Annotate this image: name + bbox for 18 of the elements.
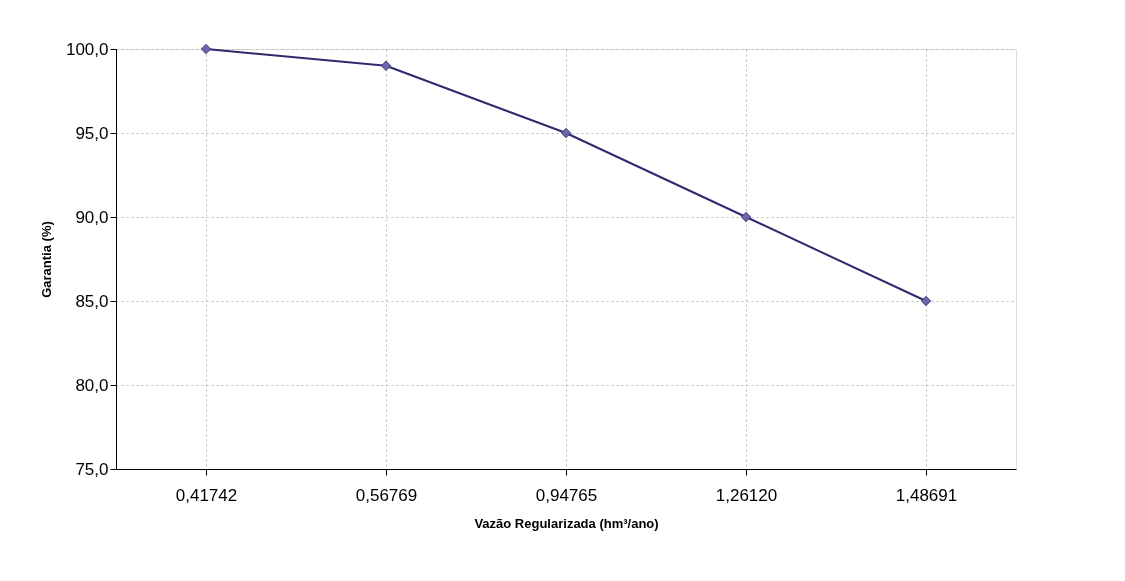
point [740,211,752,223]
y-tick-label: 100,0 [65,39,109,59]
y-tick-label: 75,0 [75,459,109,479]
point [380,60,392,71]
y-tick-label: 85,0 [75,291,109,311]
point [560,127,572,139]
point [920,295,932,307]
x-axis-title: Vazão Regularizada (hm³/ano) [474,515,659,531]
x-tick-label: 0,94765 [535,485,598,505]
x-tick-label: 1,26120 [715,485,778,505]
x-tick-label: 1,48691 [895,485,958,505]
x-tick-label: 0,41742 [175,485,238,505]
point [200,43,212,55]
y-tick-label: 80,0 [75,375,109,395]
y-axis-title: Garantia (%) [38,221,54,298]
y-tick-label: 95,0 [75,123,109,143]
y-tick-label: 90,0 [75,207,109,227]
x-tick-label: 0,56769 [355,485,418,505]
